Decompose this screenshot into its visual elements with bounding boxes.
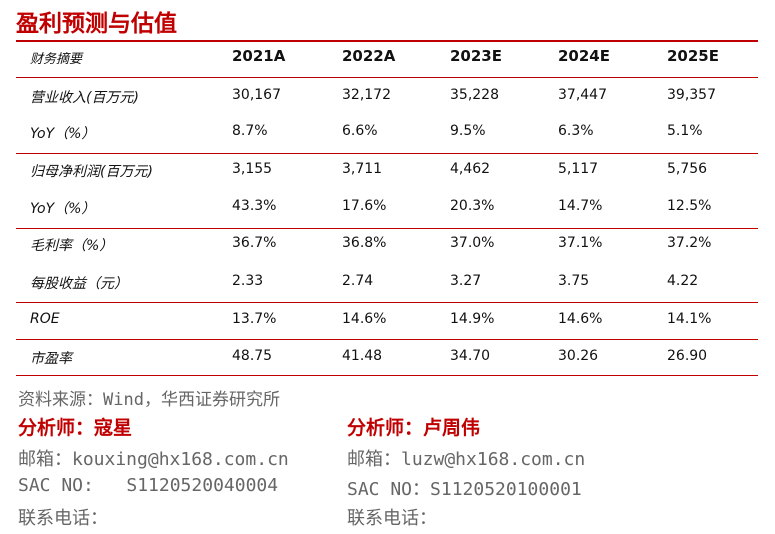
analyst-phone: 联系电话： bbox=[18, 508, 108, 529]
cell: 4,462 bbox=[450, 161, 491, 177]
cell: 8.7% bbox=[232, 123, 268, 139]
cell: 14.1% bbox=[667, 311, 712, 327]
cell: 20.3% bbox=[450, 198, 495, 214]
analyst-name: 分析师：寇星 bbox=[18, 417, 133, 439]
cell: 3.75 bbox=[558, 273, 590, 289]
cell: 6.3% bbox=[558, 123, 594, 139]
analyst-email: 邮箱：kouxing@hx168.com.cn bbox=[18, 449, 289, 470]
cell: 41.48 bbox=[342, 348, 383, 364]
cell: 43.3% bbox=[232, 198, 277, 214]
header-cell: 2022A bbox=[342, 47, 396, 65]
row-label: 每股收益（元） bbox=[30, 276, 128, 292]
cell: 34.70 bbox=[450, 348, 491, 364]
rule bbox=[16, 302, 758, 303]
analyst-email: 邮箱：luzw@hx168.com.cn bbox=[347, 449, 586, 470]
rule bbox=[16, 375, 758, 376]
row-label: ROE bbox=[30, 311, 60, 327]
cell: 9.5% bbox=[450, 123, 486, 139]
row-label: 归母净利润(百万元) bbox=[30, 164, 153, 180]
cell: 48.75 bbox=[232, 348, 273, 364]
cell: 5,117 bbox=[558, 161, 599, 177]
analyst-name: 分析师：卢周伟 bbox=[347, 417, 481, 439]
cell: 37.2% bbox=[667, 235, 712, 251]
cell: 37.1% bbox=[558, 235, 603, 251]
rule bbox=[16, 77, 758, 78]
row-label: 市盈率 bbox=[30, 351, 72, 367]
analyst-sac: SAC NO: S1120520040004 bbox=[18, 475, 279, 496]
cell: 39,357 bbox=[667, 87, 716, 103]
rule bbox=[16, 153, 758, 154]
cell: 37,447 bbox=[558, 87, 607, 103]
cell: 17.6% bbox=[342, 198, 387, 214]
cell: 2.74 bbox=[342, 273, 374, 289]
title: 盈利预测与估值 bbox=[16, 10, 177, 37]
header-cell: 2024E bbox=[558, 47, 610, 65]
cell: 3,711 bbox=[342, 161, 383, 177]
cell: 3,155 bbox=[232, 161, 273, 177]
rule bbox=[16, 40, 758, 42]
cell: 3.27 bbox=[450, 273, 482, 289]
cell: 32,172 bbox=[342, 87, 391, 103]
source: 资料来源：Wind，华西证券研究所 bbox=[18, 390, 280, 410]
header-cell: 2025E bbox=[667, 47, 719, 65]
analyst-phone: 联系电话： bbox=[347, 508, 437, 529]
cell: 14.9% bbox=[450, 311, 495, 327]
header-cell: 财务摘要 bbox=[30, 52, 83, 67]
cell: 14.6% bbox=[558, 311, 603, 327]
cell: 5,756 bbox=[667, 161, 708, 177]
cell: 30.26 bbox=[558, 348, 599, 364]
rule bbox=[16, 228, 758, 229]
cell: 2.33 bbox=[232, 273, 264, 289]
header-cell: 2023E bbox=[450, 47, 502, 65]
cell: 36.7% bbox=[232, 235, 277, 251]
analyst-sac: SAC NO：S1120520100001 bbox=[347, 479, 582, 500]
row-label: YoY（%） bbox=[30, 201, 96, 217]
cell: 35,228 bbox=[450, 87, 499, 103]
cell: 13.7% bbox=[232, 311, 277, 327]
cell: 12.5% bbox=[667, 198, 712, 214]
cell: 36.8% bbox=[342, 235, 387, 251]
header-cell: 2021A bbox=[232, 47, 286, 65]
cell: 30,167 bbox=[232, 87, 281, 103]
row-label: YoY（%） bbox=[30, 126, 96, 142]
row-label: 营业收入(百万元) bbox=[30, 90, 139, 106]
cell: 14.7% bbox=[558, 198, 603, 214]
cell: 37.0% bbox=[450, 235, 495, 251]
cell: 5.1% bbox=[667, 123, 703, 139]
cell: 6.6% bbox=[342, 123, 378, 139]
cell: 14.6% bbox=[342, 311, 387, 327]
cell: 4.22 bbox=[667, 273, 699, 289]
rule bbox=[16, 339, 758, 340]
row-label: 毛利率（%） bbox=[30, 238, 114, 254]
cell: 26.90 bbox=[667, 348, 708, 364]
